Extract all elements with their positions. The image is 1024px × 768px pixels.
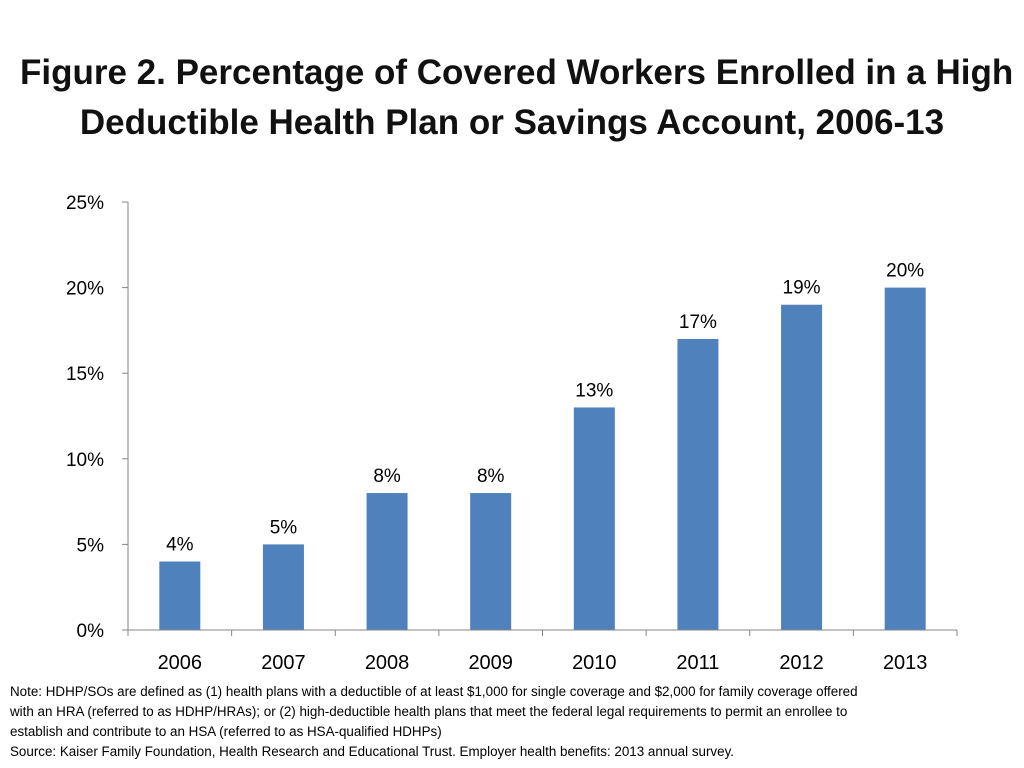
bar-value-label: 19%	[783, 278, 821, 299]
chart-title-line-2: Deductible Health Plan or Savings Accoun…	[79, 103, 945, 142]
y-tick-label: 25%	[66, 193, 104, 214]
x-tick-label: 2011	[676, 652, 719, 674]
bar-value-label: 4%	[166, 535, 194, 556]
bar-value-label: 13%	[575, 380, 613, 401]
bar-2011	[677, 338, 719, 630]
bar-value-label: 5%	[270, 517, 298, 538]
x-tick-label: 2008	[365, 652, 410, 674]
y-tick-label: 10%	[66, 450, 104, 471]
bar-value-label: 8%	[477, 466, 505, 487]
x-tick-label: 2013	[883, 652, 928, 674]
x-tick-label: 2006	[158, 652, 203, 674]
bar-2012	[781, 304, 823, 630]
x-tick-label: 2007	[261, 652, 306, 674]
data-labels: 4% 5% 8% 8% 13% 17% 19% 20%	[166, 261, 924, 556]
y-tick-label: 0%	[77, 621, 105, 642]
bar-series	[159, 287, 926, 630]
y-tick-label: 5%	[77, 535, 105, 556]
bar-2010	[573, 407, 615, 630]
x-tick-label: 2012	[779, 652, 824, 674]
y-tick-label: 20%	[66, 279, 104, 300]
note-line-1: Note: HDHP/SOs are defined as (1) health…	[10, 684, 858, 699]
x-axis-ticks	[127, 630, 958, 636]
chart-title: Figure 2. Percentage of Covered Workers …	[20, 48, 1014, 148]
bar-value-label: 17%	[679, 312, 717, 333]
y-axis-tick-labels: 0% 5% 10% 15% 20% 25%	[66, 193, 104, 642]
y-axis-ticks	[122, 201, 128, 631]
x-axis-tick-labels: 2006 2007 2008 2009 2010 2011 2012 2013	[158, 652, 928, 674]
bar-chart: 4% 5% 8% 8% 13% 17% 19% 20% 0% 5% 10% 15% 20% 25% 20…	[66, 193, 958, 674]
x-tick-label: 2010	[572, 652, 617, 674]
bar-2013	[884, 287, 926, 630]
bar-2009	[470, 493, 512, 630]
bar-2006	[159, 561, 201, 630]
chart-title-line-1: Figure 2. Percentage of Covered Workers …	[20, 53, 1014, 92]
source-line: Source: Kaiser Family Foundation, Health…	[10, 744, 734, 759]
footnote: Note: HDHP/SOs are defined as (1) health…	[10, 682, 1014, 762]
note-line-2: with an HRA (referred to as HDHP/HRAs); …	[10, 704, 848, 719]
bar-value-label: 8%	[373, 466, 401, 487]
bar-2008	[366, 493, 408, 630]
bar-2007	[262, 544, 304, 630]
x-tick-label: 2009	[468, 652, 513, 674]
bar-value-label: 20%	[886, 261, 924, 282]
note-line-3: establish and contribute to an HSA (refe…	[10, 724, 442, 739]
y-tick-label: 15%	[66, 364, 104, 385]
